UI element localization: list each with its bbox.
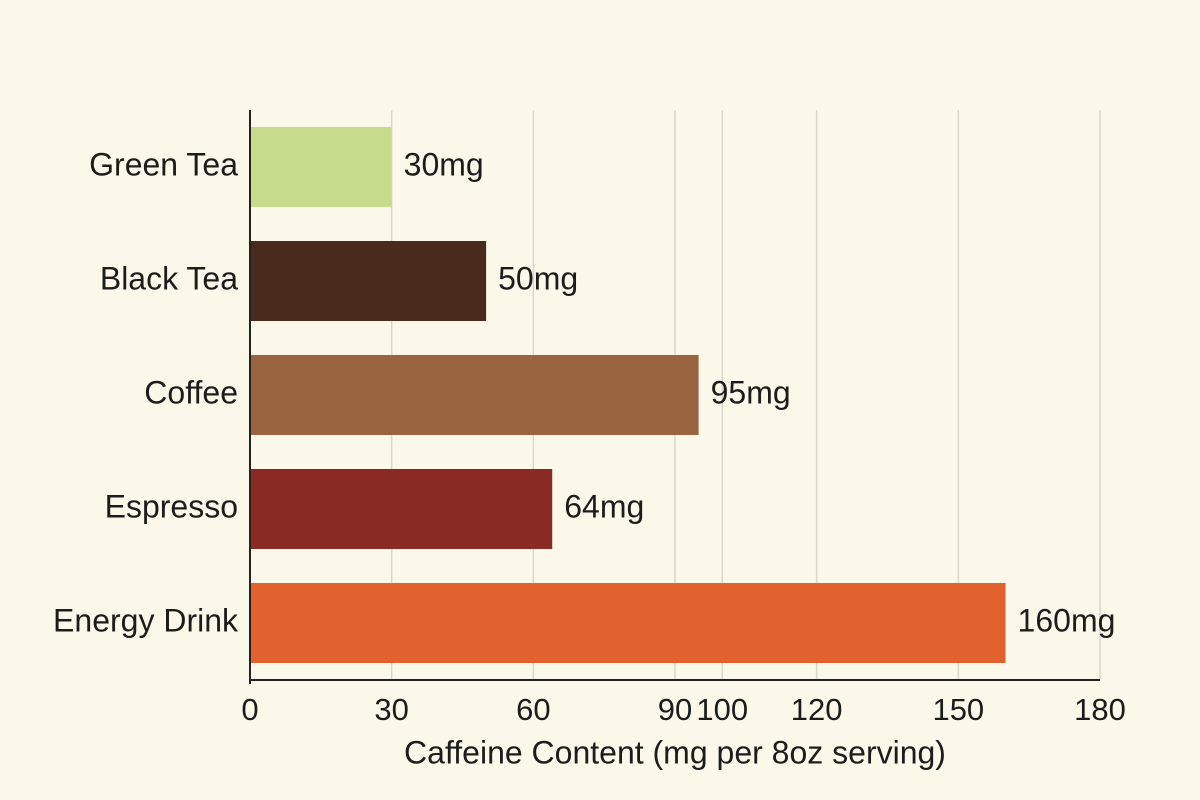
- y-tick-label: Coffee: [144, 374, 238, 410]
- data-label: 64mg: [564, 488, 644, 524]
- x-tick-label: 150: [932, 692, 984, 727]
- x-tick-label: 100: [696, 692, 748, 727]
- y-tick-label: Energy Drink: [53, 602, 239, 638]
- x-tick-label: 180: [1074, 692, 1126, 727]
- x-tick-label: 120: [791, 692, 843, 727]
- x-tick-label: 0: [241, 692, 258, 727]
- data-label: 30mg: [404, 146, 484, 182]
- bar: [250, 355, 699, 435]
- data-label: 50mg: [498, 260, 578, 296]
- bar: [250, 241, 487, 321]
- x-tick-label: 60: [516, 692, 550, 727]
- y-tick-label: Green Tea: [89, 146, 238, 182]
- x-axis-label: Caffeine Content (mg per 8oz serving): [404, 734, 946, 770]
- bar: [250, 127, 392, 207]
- x-tick-label: 30: [374, 692, 408, 727]
- data-label: 95mg: [711, 374, 791, 410]
- bar: [250, 583, 1006, 663]
- y-tick-label: Espresso: [105, 488, 238, 524]
- data-label: 160mg: [1018, 602, 1116, 638]
- x-tick-label: 90: [658, 692, 692, 727]
- bar: [250, 469, 553, 549]
- y-tick-label: Black Tea: [100, 260, 238, 296]
